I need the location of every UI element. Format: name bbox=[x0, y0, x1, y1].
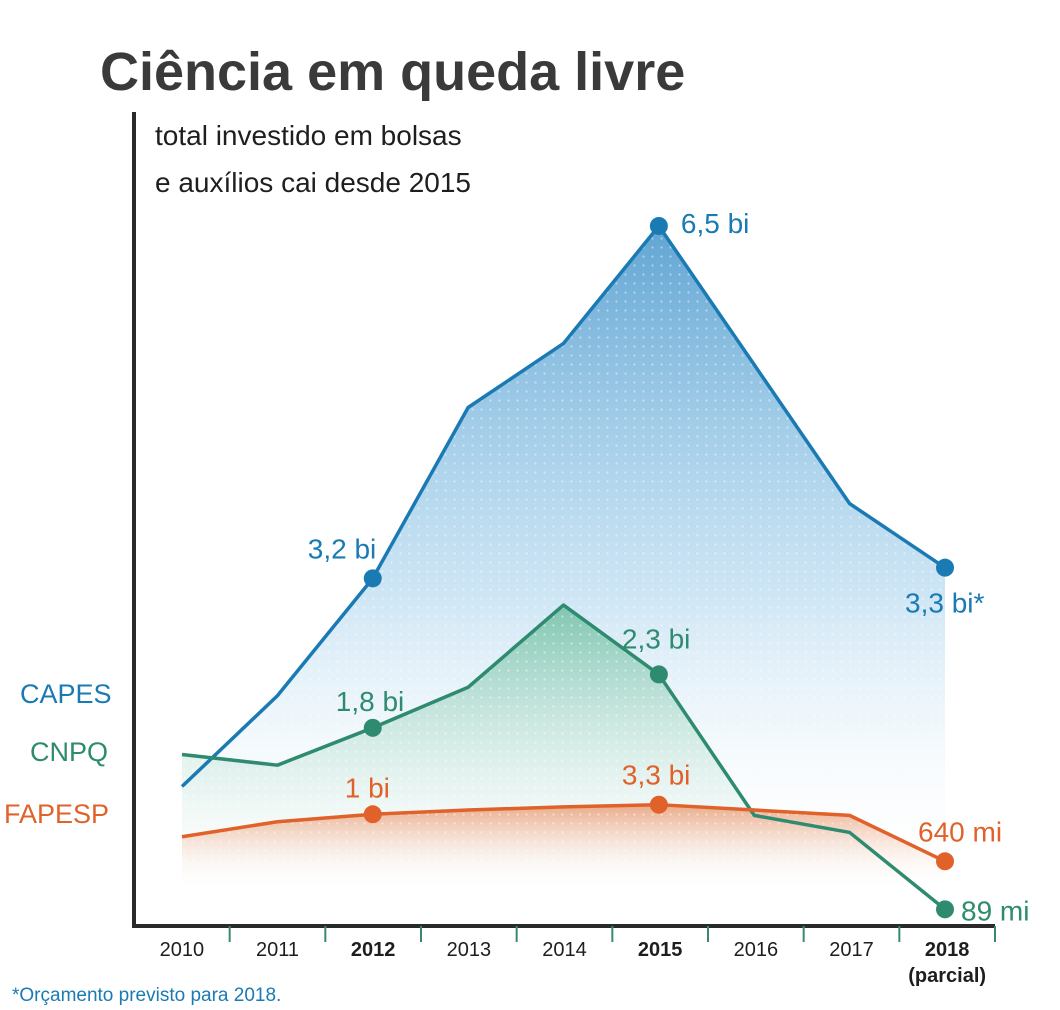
capes-line bbox=[180, 224, 946, 788]
fapesp-line bbox=[181, 802, 946, 863]
x-tick-label-2016: 2016 bbox=[734, 939, 779, 961]
capes-label-2015: 6,5 bi bbox=[681, 208, 750, 239]
legend-fapesp: FAPESP bbox=[4, 799, 109, 829]
chart-title: Ciência em queda livre bbox=[100, 42, 685, 102]
x-tick-label-2014: 2014 bbox=[542, 939, 587, 961]
legend-cnpq: CNPQ bbox=[30, 737, 108, 767]
capes-point-2015 bbox=[649, 217, 668, 235]
fapesp-point-2018 bbox=[936, 852, 954, 871]
capes-label-2012: 3,2 bi bbox=[308, 533, 377, 564]
series-lines bbox=[180, 224, 947, 911]
cnpq-point-2018 bbox=[936, 900, 954, 919]
cnpq-point-2015 bbox=[649, 665, 668, 684]
chart-subtitle-line-1: total investido em bolsas bbox=[155, 120, 462, 151]
x-tick-label-2012: 2012 bbox=[351, 939, 396, 961]
series-markers bbox=[363, 217, 954, 919]
capes-point-2018 bbox=[936, 558, 954, 577]
fapesp-label-2015: 3,3 bi bbox=[622, 760, 691, 791]
capes-label-2018: 3,3 bi* bbox=[905, 588, 984, 619]
cnpq-point-2012 bbox=[363, 718, 382, 737]
fapesp-area-texture bbox=[182, 804, 945, 888]
fapesp-point-2015 bbox=[649, 795, 668, 814]
x-axis-ticks: 2010 2011 2012 2013 2014 2015 2016 2017 2018 (par… bbox=[160, 926, 996, 987]
capes-point-2012 bbox=[363, 569, 382, 588]
footnote: *Orçamento previsto para 2018. bbox=[12, 985, 281, 1006]
x-tick-label-2013: 2013 bbox=[447, 939, 492, 961]
x-tick-label-2015: 2015 bbox=[638, 939, 683, 961]
fapesp-label-2012: 1 bi bbox=[345, 772, 390, 803]
fapesp-point-2012 bbox=[363, 805, 382, 824]
x-tick-label-2010: 2010 bbox=[160, 939, 205, 961]
cnpq-label-2015: 2,3 bi bbox=[622, 623, 691, 654]
data-labels: 3,2 bi 6,5 bi 3,3 bi* 1,8 bi 2,3 bi 89 mi 1 bi… bbox=[308, 208, 1030, 926]
chart-subtitle-line-2: e auxílios cai desde 2015 bbox=[155, 167, 471, 198]
x-tick-note: (parcial) bbox=[908, 965, 986, 987]
cnpq-label-2012: 1,8 bi bbox=[336, 686, 405, 717]
legend: CAPES CNPQ FAPESP bbox=[4, 679, 112, 829]
x-tick-label-2018: 2018 bbox=[925, 939, 970, 961]
fapesp-label-2018: 640 mi bbox=[918, 816, 1002, 847]
legend-capes: CAPES bbox=[20, 679, 112, 709]
cnpq-label-2018: 89 mi bbox=[961, 895, 1029, 926]
x-tick-label-2011: 2011 bbox=[256, 939, 299, 961]
x-tick-label-2017: 2017 bbox=[829, 939, 874, 961]
cnpq-line bbox=[181, 603, 947, 911]
